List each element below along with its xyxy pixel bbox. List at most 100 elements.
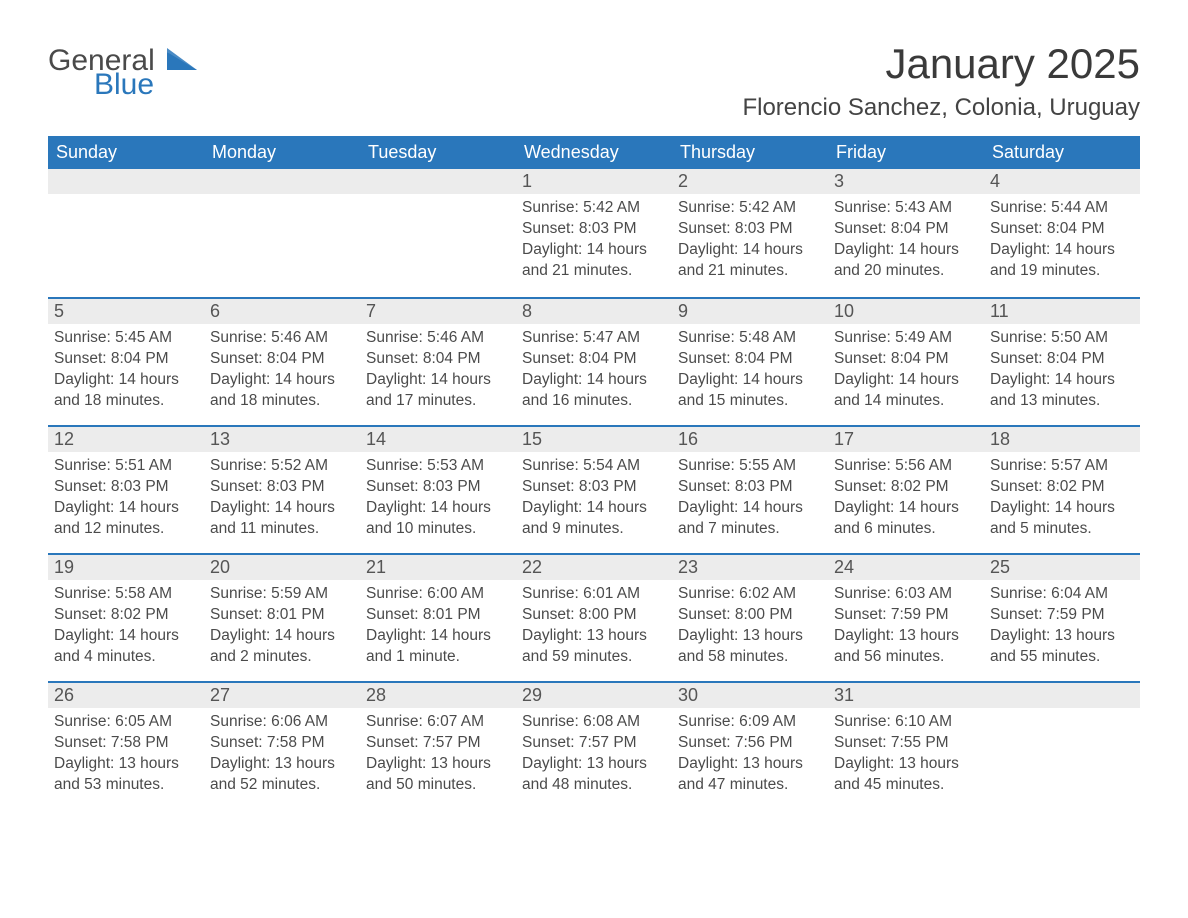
sunset-text: Sunset: 8:04 PM [366,349,510,370]
daylight-text-1: Daylight: 14 hours [990,370,1134,391]
sunrise-text: Sunrise: 6:01 AM [522,584,666,605]
day-details: Sunrise: 5:52 AMSunset: 8:03 PMDaylight:… [204,452,360,550]
sunset-text: Sunset: 8:01 PM [366,605,510,626]
sunrise-text: Sunrise: 5:54 AM [522,456,666,477]
daylight-text-1: Daylight: 14 hours [54,626,198,647]
sunset-text: Sunset: 8:04 PM [54,349,198,370]
day-details: Sunrise: 6:03 AMSunset: 7:59 PMDaylight:… [828,580,984,678]
calendar-day-cell: 4Sunrise: 5:44 AMSunset: 8:04 PMDaylight… [984,169,1140,297]
daylight-text-2: and 9 minutes. [522,519,666,540]
calendar-day-cell: 31Sunrise: 6:10 AMSunset: 7:55 PMDayligh… [828,681,984,809]
calendar-day-cell: 27Sunrise: 6:06 AMSunset: 7:58 PMDayligh… [204,681,360,809]
calendar-day-cell: 12Sunrise: 5:51 AMSunset: 8:03 PMDayligh… [48,425,204,553]
daylight-text-1: Daylight: 13 hours [522,754,666,775]
sunset-text: Sunset: 7:59 PM [834,605,978,626]
calendar-day-cell: 28Sunrise: 6:07 AMSunset: 7:57 PMDayligh… [360,681,516,809]
day-details: Sunrise: 6:04 AMSunset: 7:59 PMDaylight:… [984,580,1140,678]
calendar-day-cell: 6Sunrise: 5:46 AMSunset: 8:04 PMDaylight… [204,297,360,425]
daylight-text-1: Daylight: 14 hours [210,498,354,519]
calendar-week-row: 26Sunrise: 6:05 AMSunset: 7:58 PMDayligh… [48,681,1140,809]
sunrise-text: Sunrise: 5:43 AM [834,198,978,219]
weekday-header: Friday [828,136,984,169]
daylight-text-2: and 19 minutes. [990,261,1134,282]
calendar-day-cell: 5Sunrise: 5:45 AMSunset: 8:04 PMDaylight… [48,297,204,425]
daylight-text-1: Daylight: 14 hours [522,498,666,519]
daylight-text-1: Daylight: 13 hours [678,754,822,775]
sunset-text: Sunset: 8:02 PM [990,477,1134,498]
sunset-text: Sunset: 8:03 PM [522,219,666,240]
day-number: 26 [48,681,204,708]
calendar-day-cell: 10Sunrise: 5:49 AMSunset: 8:04 PMDayligh… [828,297,984,425]
sunset-text: Sunset: 8:04 PM [210,349,354,370]
day-details: Sunrise: 5:48 AMSunset: 8:04 PMDaylight:… [672,324,828,422]
day-number: 20 [204,553,360,580]
sunset-text: Sunset: 8:00 PM [678,605,822,626]
day-number: 28 [360,681,516,708]
daylight-text-2: and 55 minutes. [990,647,1134,668]
calendar-week-row: 19Sunrise: 5:58 AMSunset: 8:02 PMDayligh… [48,553,1140,681]
sunset-text: Sunset: 8:00 PM [522,605,666,626]
calendar-week-row: 1Sunrise: 5:42 AMSunset: 8:03 PMDaylight… [48,169,1140,297]
day-details: Sunrise: 6:06 AMSunset: 7:58 PMDaylight:… [204,708,360,806]
calendar-day-cell: 2Sunrise: 5:42 AMSunset: 8:03 PMDaylight… [672,169,828,297]
daylight-text-2: and 18 minutes. [54,391,198,412]
day-number: 2 [672,169,828,194]
sunrise-text: Sunrise: 6:02 AM [678,584,822,605]
calendar-day-cell: 1Sunrise: 5:42 AMSunset: 8:03 PMDaylight… [516,169,672,297]
brand-logo: General Blue [48,40,201,100]
day-details: Sunrise: 6:01 AMSunset: 8:00 PMDaylight:… [516,580,672,678]
day-number: 31 [828,681,984,708]
day-number: 25 [984,553,1140,580]
daylight-text-2: and 21 minutes. [522,261,666,282]
daylight-text-1: Daylight: 14 hours [834,370,978,391]
sunrise-text: Sunrise: 5:51 AM [54,456,198,477]
daylight-text-2: and 56 minutes. [834,647,978,668]
sunrise-text: Sunrise: 5:48 AM [678,328,822,349]
calendar-day-cell: 16Sunrise: 5:55 AMSunset: 8:03 PMDayligh… [672,425,828,553]
daylight-text-2: and 53 minutes. [54,775,198,796]
sunset-text: Sunset: 7:59 PM [990,605,1134,626]
calendar-body: 1Sunrise: 5:42 AMSunset: 8:03 PMDaylight… [48,169,1140,809]
day-details: Sunrise: 5:47 AMSunset: 8:04 PMDaylight:… [516,324,672,422]
sunset-text: Sunset: 8:04 PM [522,349,666,370]
daylight-text-2: and 18 minutes. [210,391,354,412]
sunset-text: Sunset: 8:03 PM [366,477,510,498]
day-number: 23 [672,553,828,580]
calendar-day-cell: 30Sunrise: 6:09 AMSunset: 7:56 PMDayligh… [672,681,828,809]
daylight-text-1: Daylight: 14 hours [834,240,978,261]
sunrise-text: Sunrise: 5:49 AM [834,328,978,349]
daylight-text-2: and 4 minutes. [54,647,198,668]
sunset-text: Sunset: 8:02 PM [54,605,198,626]
sunset-text: Sunset: 7:58 PM [210,733,354,754]
daylight-text-1: Daylight: 14 hours [678,240,822,261]
day-number: 3 [828,169,984,194]
calendar-day-cell: 9Sunrise: 5:48 AMSunset: 8:04 PMDaylight… [672,297,828,425]
weekday-header: Thursday [672,136,828,169]
sunset-text: Sunset: 8:03 PM [54,477,198,498]
sunset-text: Sunset: 7:57 PM [366,733,510,754]
daylight-text-2: and 11 minutes. [210,519,354,540]
day-number: 4 [984,169,1140,194]
day-number: 10 [828,297,984,324]
day-details: Sunrise: 6:10 AMSunset: 7:55 PMDaylight:… [828,708,984,806]
day-number: 5 [48,297,204,324]
day-details: Sunrise: 5:58 AMSunset: 8:02 PMDaylight:… [48,580,204,678]
daylight-text-1: Daylight: 13 hours [210,754,354,775]
calendar-day-cell: 8Sunrise: 5:47 AMSunset: 8:04 PMDaylight… [516,297,672,425]
daylight-text-1: Daylight: 14 hours [54,498,198,519]
daylight-text-2: and 59 minutes. [522,647,666,668]
sunrise-text: Sunrise: 6:05 AM [54,712,198,733]
calendar-day-cell: 29Sunrise: 6:08 AMSunset: 7:57 PMDayligh… [516,681,672,809]
calendar-day-cell: 19Sunrise: 5:58 AMSunset: 8:02 PMDayligh… [48,553,204,681]
daylight-text-2: and 47 minutes. [678,775,822,796]
day-details: Sunrise: 5:49 AMSunset: 8:04 PMDaylight:… [828,324,984,422]
calendar-day-cell: 7Sunrise: 5:46 AMSunset: 8:04 PMDaylight… [360,297,516,425]
sunrise-text: Sunrise: 5:46 AM [366,328,510,349]
calendar-day-cell: 17Sunrise: 5:56 AMSunset: 8:02 PMDayligh… [828,425,984,553]
daylight-text-1: Daylight: 13 hours [366,754,510,775]
daylight-text-1: Daylight: 14 hours [522,370,666,391]
sunset-text: Sunset: 8:04 PM [834,219,978,240]
day-number: 17 [828,425,984,452]
sunrise-text: Sunrise: 6:10 AM [834,712,978,733]
calendar-day-cell [360,169,516,297]
